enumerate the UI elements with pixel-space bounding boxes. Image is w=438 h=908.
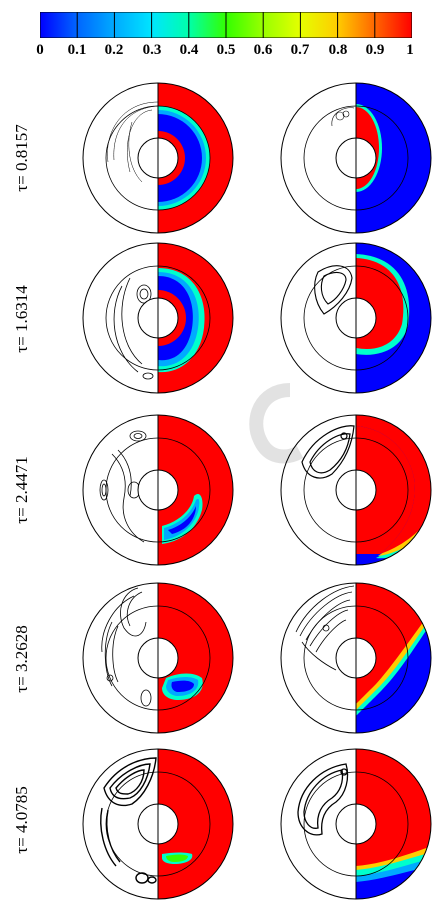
- annulus-plot-right: [280, 82, 432, 234]
- colorbar-tick: 0.3: [142, 42, 162, 58]
- row-label-tau: τ= 1.6314: [12, 285, 31, 353]
- annulus-plot-left: [82, 82, 234, 234]
- annulus-plot-left: [82, 748, 234, 900]
- annulus-plot-left: [82, 414, 234, 566]
- annulus-plot-right: [280, 582, 432, 734]
- colorbar: [40, 12, 412, 38]
- colorbar-tick: 0.2: [104, 42, 124, 58]
- colorbar-tick: 1: [406, 42, 414, 58]
- watermark-logo: [249, 383, 304, 464]
- annulus-plot-left: [82, 582, 234, 734]
- colorbar-tick: 0.8: [328, 42, 348, 58]
- row-label-tau: τ= 3.2628: [12, 625, 31, 693]
- annulus-plot-right: [280, 242, 432, 394]
- colorbar-tick: 0.1: [67, 42, 87, 58]
- colorbar-tick: 0: [36, 42, 44, 58]
- annulus-plot-left: [82, 242, 234, 394]
- colorbar-tick: 0.7: [290, 42, 310, 58]
- colorbar-tick: 0.9: [365, 42, 385, 58]
- annulus-plot-right: [280, 748, 432, 900]
- annulus-plot-right: [280, 414, 432, 566]
- row-label-tau: τ= 2.4471: [12, 456, 31, 524]
- colorbar-tick: 0.4: [179, 42, 199, 58]
- row-label-tau: τ= 0.8157: [12, 124, 31, 192]
- row-label-tau: τ= 4.0785: [12, 786, 31, 854]
- colorbar-tick: 0.6: [253, 42, 273, 58]
- colorbar-tick: 0.5: [216, 42, 236, 58]
